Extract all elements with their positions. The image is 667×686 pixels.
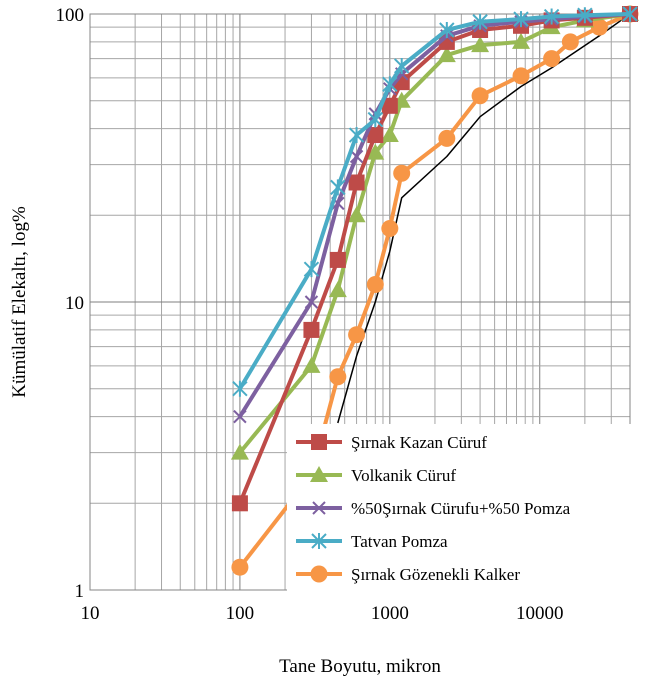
data-point — [348, 174, 365, 191]
data-point — [303, 321, 320, 338]
data-point — [330, 179, 346, 196]
series-3 — [232, 6, 638, 397]
data-point — [513, 11, 529, 28]
data-point — [233, 409, 247, 424]
series-line — [337, 13, 631, 424]
legend-entry: Şırnak Kazan Cüruf — [296, 433, 487, 452]
data-point — [438, 129, 456, 147]
legend-label: %50Şırnak Cürufu+%50 Pomza — [351, 499, 571, 518]
legend-label: Volkanik Cüruf — [351, 466, 456, 485]
legend-marker — [312, 501, 326, 515]
legend-marker — [311, 533, 327, 549]
data-point — [380, 126, 399, 143]
data-point — [367, 111, 384, 128]
y-tick-label: 1 — [75, 581, 85, 602]
data-point — [543, 8, 560, 25]
data-point — [349, 149, 364, 164]
legend-entry: Volkanik Cüruf — [296, 466, 456, 485]
data-point — [232, 380, 248, 397]
legend-marker — [310, 466, 328, 482]
data-point — [471, 36, 490, 53]
legend-label: Şırnak Kazan Cüruf — [351, 433, 487, 452]
legend-marker — [311, 434, 327, 450]
data-point — [231, 558, 249, 576]
x-tick-label: 1000 — [371, 603, 409, 624]
legend-label: Şırnak Gözenekli Kalker — [351, 565, 520, 584]
data-point — [347, 206, 366, 223]
x-axis-title: Tane Boyutu, mikron — [279, 656, 441, 677]
data-point — [381, 219, 399, 237]
data-point — [348, 127, 365, 144]
y-tick-label: 100 — [56, 5, 85, 26]
y-tick-labels: 1 10 100 — [56, 5, 85, 602]
data-point — [439, 21, 455, 38]
legend-label: Tatvan Pomza — [351, 532, 448, 551]
y-axis-title: Kümülatif Elekaltı, log% — [9, 206, 30, 398]
x-tick-labels: 10 100 1000 10000 — [81, 603, 564, 624]
data-point — [329, 251, 346, 268]
data-point — [393, 57, 410, 74]
data-point — [543, 50, 561, 68]
data-point — [302, 356, 321, 373]
data-point — [367, 127, 384, 144]
data-point — [472, 13, 488, 30]
x-tick-label: 100 — [226, 603, 255, 624]
series-4 — [231, 5, 639, 576]
data-point — [512, 32, 531, 49]
data-point — [561, 33, 579, 51]
x-tick-label: 10 — [81, 603, 100, 624]
x-tick-label: 10000 — [516, 603, 564, 624]
data-point — [471, 87, 489, 105]
data-point — [366, 276, 384, 294]
legend-entry: %50Şırnak Cürufu+%50 Pomza — [296, 499, 571, 518]
data-point — [366, 143, 385, 160]
data-point — [512, 67, 530, 85]
data-point — [577, 7, 593, 24]
data-point — [230, 443, 249, 460]
data-point — [381, 97, 398, 114]
data-point — [437, 46, 456, 63]
data-point — [231, 495, 248, 512]
data-point — [382, 76, 398, 93]
data-point — [328, 281, 347, 298]
series-5 — [337, 13, 631, 424]
legend-marker — [310, 565, 328, 583]
data-point — [590, 18, 608, 36]
data-point — [303, 261, 320, 278]
series-layer — [230, 5, 639, 576]
data-point — [622, 6, 638, 22]
legend-entry: Tatvan Pomza — [296, 532, 448, 551]
data-point — [393, 164, 411, 182]
data-point — [348, 326, 366, 344]
data-point — [304, 295, 319, 309]
legend-entry: Şırnak Gözenekli Kalker — [296, 565, 520, 584]
legend: Şırnak Kazan Cüruf Volkanik Cüruf %50Şırna… — [287, 424, 667, 603]
legend-background — [287, 424, 667, 603]
data-point — [329, 368, 347, 386]
y-tick-label: 10 — [65, 293, 84, 314]
